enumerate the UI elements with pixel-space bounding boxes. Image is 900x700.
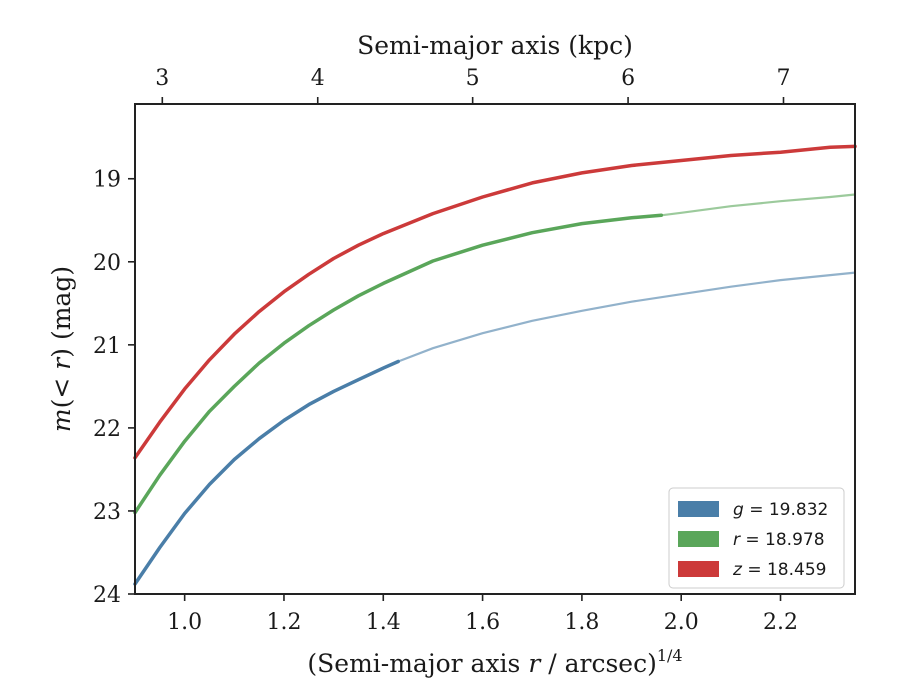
series-g-extrapolated-line: [397, 271, 856, 363]
y-tick-label: 22: [93, 417, 121, 442]
ticks-layer: 1.0 1.2 1.4 1.6 1.8 2.0 2.2 19 20 21 22 23 24 3 4 5 6 7: [93, 66, 798, 635]
y-tick-label: 19: [93, 168, 121, 193]
plot-frame: [134, 103, 856, 595]
y-tick-label: 20: [93, 251, 121, 276]
x-axis-label: (Semi-major axis r / arcsec)1/4: [307, 646, 682, 678]
series-g-line: [133, 359, 400, 586]
x-tick-label: 1.6: [465, 610, 500, 635]
series-layer: [133, 144, 857, 586]
top-tick-label: 6: [621, 66, 635, 91]
y-tick-label: 24: [93, 583, 121, 608]
x-tick-label: 2.0: [664, 610, 699, 635]
legend-swatch-z: [678, 561, 719, 577]
y-tick-label: 21: [93, 334, 121, 359]
series-r-extrapolated-line: [661, 193, 856, 217]
legend-items: g = 19.832 r = 18.978 z = 18.459: [678, 500, 828, 580]
x-tick-label: 1.8: [564, 610, 599, 635]
x-tick-label: 2.2: [763, 610, 798, 635]
legend-label-g: g = 19.832: [733, 500, 828, 520]
x-tick-label: 1.4: [366, 610, 401, 635]
legend-swatch-g: [678, 501, 719, 517]
top-axis-label: Semi-major axis (kpc): [357, 31, 633, 60]
x-tick-label: 1.0: [167, 610, 202, 635]
top-tick-label: 5: [466, 66, 480, 91]
series-r-line: [133, 213, 664, 515]
top-tick-label: 7: [776, 66, 790, 91]
legend-label-z: z = 18.459: [732, 560, 826, 580]
x-tick-label: 1.2: [266, 610, 301, 635]
y-tick-label: 23: [93, 500, 121, 525]
legend: g = 19.832 r = 18.978 z = 18.459: [668, 487, 845, 589]
legend-swatch-r: [678, 531, 719, 547]
legend-label-r: r = 18.978: [733, 530, 825, 550]
top-tick-label: 4: [311, 66, 325, 91]
top-tick-label: 3: [155, 66, 169, 91]
y-axis-label: m(< r) (mag): [47, 266, 76, 432]
series-z-line: [133, 144, 857, 460]
